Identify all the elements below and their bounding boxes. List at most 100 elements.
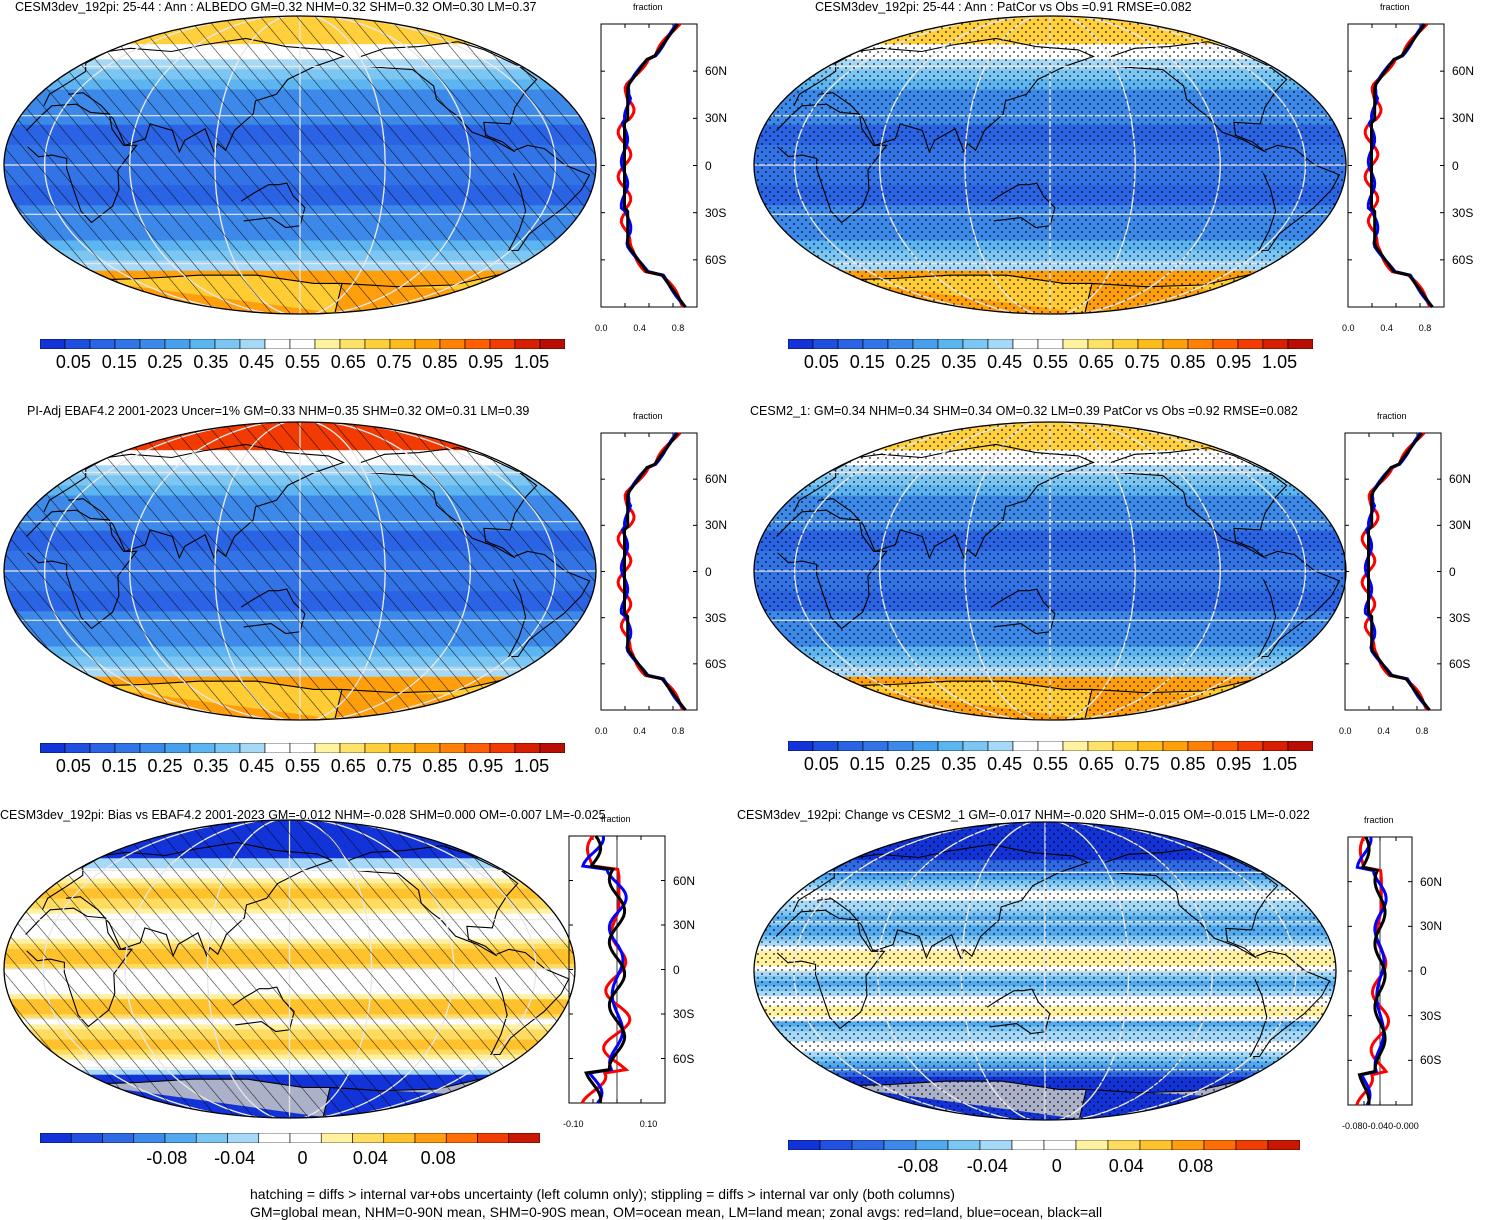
colorbar-swatch [1288,339,1313,349]
zonal-ocean-line [1365,433,1429,710]
colorbar-tick-label: 0.15 [850,352,885,373]
colorbar-swatch [415,339,440,349]
zonal-land-line [618,433,683,710]
colorbar-swatch [384,1133,415,1143]
colorbar-swatch [963,741,988,751]
colorbar-tick-label: 0.15 [102,756,137,777]
colorbar [788,1140,1300,1150]
colorbar-swatch [948,1140,980,1150]
zonal-x-tick-label: 0.0 [1342,323,1355,333]
colorbar-tick-label: 0.65 [331,756,366,777]
colorbar-swatch [820,1140,852,1150]
colorbar-swatch [190,339,215,349]
colorbar-swatch [1140,1140,1172,1150]
colorbar-swatch [863,339,888,349]
colorbar-swatch [1038,741,1063,751]
zonal-lat-label: 60N [705,64,727,78]
colorbar-tick-label: 0.35 [193,756,228,777]
colorbar-swatch [340,339,365,349]
colorbar-swatch [916,1140,948,1150]
colorbar-swatch [65,339,90,349]
colorbar-tick-label: 0.25 [148,352,183,373]
colorbar-swatch [65,743,90,753]
colorbar [40,339,565,349]
zonal-lat-label: 30S [1420,1009,1441,1023]
colorbar-tick-label: 0.25 [896,754,931,775]
colorbar-tick-label: 0.15 [102,352,137,373]
colorbar-swatch [40,339,65,349]
colorbar-swatch [103,1133,134,1143]
colorbar-tick-label: 0.85 [1170,754,1205,775]
colorbar-swatch [134,1133,165,1143]
colorbar-swatch [478,1133,509,1143]
colorbar-tick-label: 0.75 [1125,352,1160,373]
colorbar-swatch [509,1133,540,1143]
zonal-ocean-line [621,433,685,710]
colorbar-swatch [1138,741,1163,751]
colorbar-swatch [490,339,515,349]
zonal-x-tick-label: 0.8 [672,726,685,736]
zonal-all-line [625,24,686,307]
colorbar-swatch [1163,339,1188,349]
panel-title: CESM3dev_192pi: 25-44 : Ann : PatCor vs … [815,0,1192,14]
colorbar-tick-label: 0.05 [804,754,839,775]
colorbar-tick-label: 0.55 [285,756,320,777]
colorbar-swatch [838,339,863,349]
colorbar-tick-label: 0.08 [421,1148,456,1169]
colorbar-swatch [390,743,415,753]
zonal-lat-label: 60S [705,657,726,671]
colorbar-swatch [1044,1140,1076,1150]
zonal-lat-label: 30N [1452,111,1474,125]
colorbar-swatch [788,339,813,349]
colorbar-swatch [1213,741,1238,751]
colorbar-swatch [446,1133,477,1143]
zonal-mean-plot [1346,827,1414,1119]
zonal-lat-label: 30S [705,206,726,220]
colorbar-tick-label: 0.35 [941,754,976,775]
zonal-x-tick-label: 0.0 [595,726,608,736]
colorbar-swatch [913,339,938,349]
colorbar-swatch [1163,741,1188,751]
zonal-lat-label: 0 [705,565,712,579]
panel-title: CESM3dev_192pi: 25-44 : Ann : ALBEDO GM=… [15,0,536,14]
colorbar-swatch [228,1133,259,1143]
colorbar-tick-label: 0.04 [353,1148,388,1169]
colorbar-swatch [365,743,390,753]
zonal-land-line [1365,24,1430,307]
colorbar-swatch [1088,339,1113,349]
colorbar-swatch [365,339,390,349]
colorbar-tick-label: 0.65 [1079,352,1114,373]
colorbar-swatch [140,339,165,349]
zonal-x-tick-label: 0.4 [633,726,646,736]
zonal-lat-label: 60S [705,253,726,267]
colorbar-tick-label: 0.15 [850,754,885,775]
colorbar-tick-label: 0.55 [1033,754,1068,775]
zonal-x-tick-label: 0.8 [1416,726,1429,736]
colorbar-tick-label: 0.95 [468,756,503,777]
colorbar-swatch [852,1140,884,1150]
colorbar-swatch [1063,339,1088,349]
colorbar-tick-label: 0.55 [1033,352,1068,373]
colorbar-tick-label: -0.04 [967,1156,1008,1177]
colorbar-tick-label: 0.35 [941,352,976,373]
colorbar-tick-label: -0.08 [146,1148,187,1169]
world-map [2,818,577,1120]
colorbar-swatch [1013,741,1038,751]
colorbar-swatch [315,743,340,753]
zonal-lat-label: 60N [705,472,727,486]
colorbar-swatch [1288,741,1313,751]
zonal-land-line [618,24,683,307]
colorbar-swatch [1063,741,1088,751]
colorbar-swatch [1263,741,1288,751]
colorbar-swatch [938,339,963,349]
colorbar-swatch [290,743,315,753]
colorbar-tick-label: -0.04 [214,1148,255,1169]
panel-title: PI-Adj EBAF4.2 2001-2023 Uncer=1% GM=0.3… [27,404,529,418]
colorbar-tick-label: 1.05 [514,756,549,777]
colorbar-tick-label: 0.65 [1079,754,1114,775]
colorbar-tick-label: 0.05 [56,756,91,777]
colorbar-tick-label: 0.05 [804,352,839,373]
colorbar-swatch [1213,339,1238,349]
zonal-title: fraction [601,814,631,824]
colorbar-swatch [963,339,988,349]
